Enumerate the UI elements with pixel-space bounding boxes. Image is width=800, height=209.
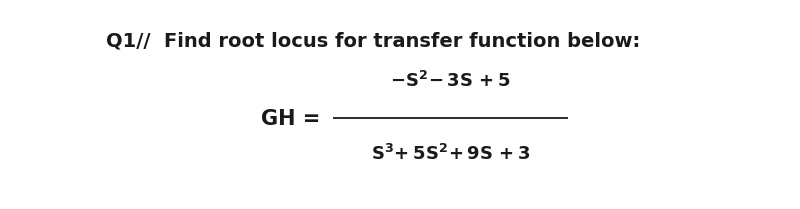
Text: Q1//  Find root locus for transfer function below:: Q1// Find root locus for transfer functi… <box>106 32 641 51</box>
Text: GH =: GH = <box>261 109 320 129</box>
Text: $\mathbf{S^{3}\!+5S^{2}\!+9S\,+3}$: $\mathbf{S^{3}\!+5S^{2}\!+9S\,+3}$ <box>370 144 530 164</box>
Text: $\mathbf{-S^{2}\!-3S\,+5}$: $\mathbf{-S^{2}\!-3S\,+5}$ <box>390 71 510 92</box>
